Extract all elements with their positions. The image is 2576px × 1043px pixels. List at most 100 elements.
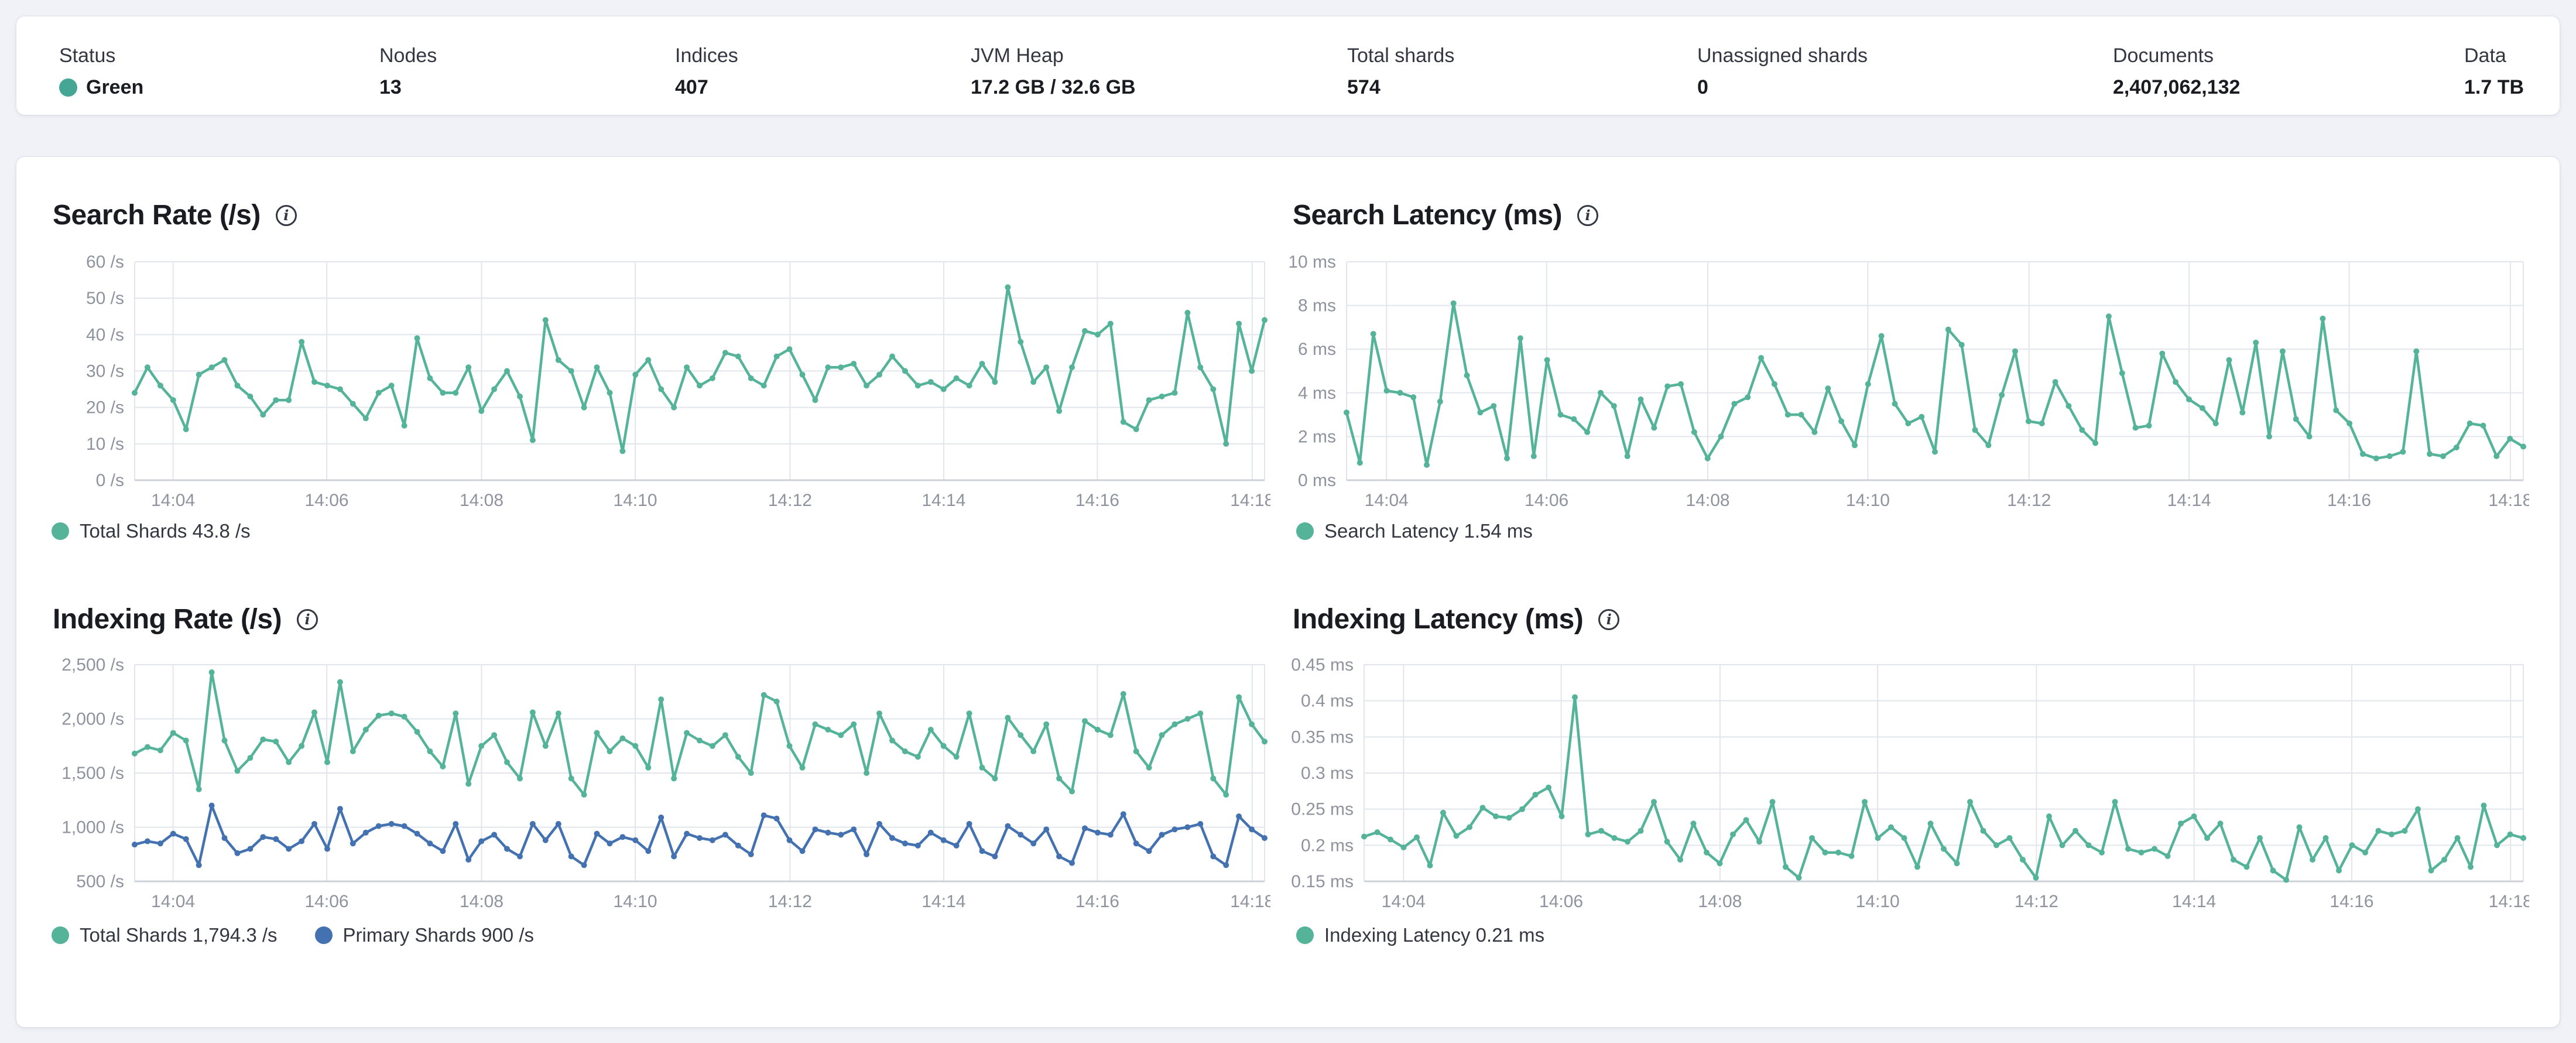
svg-text:14:12: 14:12 [768, 892, 812, 911]
stat-documents: Documents 2,407,062,132 [2113, 43, 2240, 100]
indexing-rate-title-row: Indexing Rate (/s) i [53, 603, 318, 635]
stat-jvm-heap-value: 17.2 GB / 32.6 GB [971, 76, 1136, 98]
svg-text:14:08: 14:08 [460, 892, 503, 911]
svg-text:0.25 ms: 0.25 ms [1291, 800, 1354, 819]
svg-text:10 /s: 10 /s [86, 435, 124, 454]
indexing-latency-chart: 0.15 ms 0.2 ms 0.25 ms 0.3 ms 0.35 ms 0.4 ms 0… [1291, 655, 2529, 911]
svg-text:14:08: 14:08 [460, 491, 503, 510]
stat-status: Status Green [59, 43, 143, 100]
svg-text:4 ms: 4 ms [1298, 384, 1336, 403]
svg-text:14:14: 14:14 [2167, 491, 2211, 510]
legend-dot-icon [1296, 522, 1314, 540]
svg-text:14:04: 14:04 [151, 491, 195, 510]
cluster-summary-panel: Status Green Nodes 13 Indices 407 JVM He… [16, 16, 2560, 115]
info-icon[interactable]: i [1598, 608, 1620, 630]
legend-label: Search Latency 1.54 ms [1324, 520, 1533, 542]
svg-text:40 /s: 40 /s [86, 325, 124, 344]
svg-text:0.35 ms: 0.35 ms [1291, 727, 1354, 747]
search-rate-chart: 0 /s 10 /s 20 /s 30 /s 40 /s 50 /s 60 /s 14:04 1… [86, 252, 1270, 510]
indexing-latency-legend: Indexing Latency 0.21 ms [1296, 924, 1544, 946]
search-rate-legend: Total Shards 43.8 /s [52, 520, 251, 542]
svg-text:0.2 ms: 0.2 ms [1301, 836, 1354, 855]
legend-label: Total Shards 43.8 /s [80, 520, 251, 542]
svg-text:14:06: 14:06 [1539, 892, 1583, 911]
legend-label: Primary Shards 900 /s [342, 924, 535, 946]
indexing-rate-chart: 500 /s 1,000 /s 1,500 /s 2,000 /s 2,500 /s 14… [61, 655, 1270, 911]
svg-text:14:12: 14:12 [2015, 892, 2058, 911]
svg-text:1,000 /s: 1,000 /s [61, 818, 124, 837]
search-rate-title: Search Rate (/s) [53, 200, 261, 231]
legend-item[interactable]: Indexing Latency 0.21 ms [1296, 924, 1544, 946]
svg-text:14:12: 14:12 [2007, 491, 2051, 510]
svg-text:2,500 /s: 2,500 /s [61, 655, 124, 675]
stat-nodes-value: 13 [379, 76, 402, 98]
svg-text:8 ms: 8 ms [1298, 296, 1336, 316]
svg-text:14:04: 14:04 [1365, 491, 1409, 510]
legend-dot-icon [1296, 926, 1314, 944]
svg-text:14:04: 14:04 [1382, 892, 1426, 911]
svg-text:14:06: 14:06 [1525, 491, 1568, 510]
svg-text:14:06: 14:06 [305, 491, 349, 510]
indexing-rate-title: Indexing Rate (/s) [53, 604, 282, 635]
stat-unassigned-shards-value: 0 [1697, 76, 1708, 98]
stat-total-shards: Total shards 574 [1347, 43, 1454, 100]
svg-text:14:18: 14:18 [1230, 892, 1270, 911]
legend-dot-icon [52, 926, 69, 944]
info-icon[interactable]: i [275, 204, 297, 226]
svg-text:14:18: 14:18 [2488, 491, 2529, 510]
svg-text:14:18: 14:18 [2489, 892, 2529, 911]
stat-total-shards-label: Total shards [1347, 45, 1455, 67]
svg-text:14:16: 14:16 [2327, 491, 2371, 510]
info-icon[interactable]: i [1577, 204, 1599, 226]
legend-item[interactable]: Primary Shards 900 /s [314, 924, 535, 946]
stat-unassigned-shards: Unassigned shards 0 [1697, 43, 1868, 100]
svg-text:2 ms: 2 ms [1298, 427, 1336, 446]
svg-text:500 /s: 500 /s [76, 872, 124, 891]
stat-nodes-label: Nodes [379, 45, 437, 67]
status-health-text: Green [86, 76, 144, 98]
svg-text:14:08: 14:08 [1698, 892, 1742, 911]
search-latency-chart: 0 ms 2 ms 4 ms 6 ms 8 ms 10 ms 14:04 14:06 14:08… [1288, 252, 2529, 510]
stat-status-value: Green [59, 75, 143, 100]
info-icon[interactable]: i [297, 608, 318, 630]
svg-text:6 ms: 6 ms [1298, 340, 1336, 359]
stat-indices-label: Indices [675, 45, 738, 67]
svg-text:50 /s: 50 /s [86, 289, 124, 308]
search-rate-title-row: Search Rate (/s) i [53, 199, 297, 231]
svg-text:0 /s: 0 /s [96, 471, 124, 490]
stat-jvm-heap-label: JVM Heap [971, 45, 1064, 67]
search-latency-legend: Search Latency 1.54 ms [1296, 520, 1533, 542]
svg-text:60 /s: 60 /s [86, 252, 124, 272]
svg-text:20 /s: 20 /s [86, 398, 124, 418]
svg-text:0.15 ms: 0.15 ms [1291, 872, 1354, 891]
legend-label: Indexing Latency 0.21 ms [1324, 924, 1545, 946]
svg-text:14:16: 14:16 [1075, 892, 1119, 911]
legend-item[interactable]: Search Latency 1.54 ms [1296, 520, 1533, 542]
legend-item[interactable]: Total Shards 43.8 /s [52, 520, 251, 542]
status-health-dot-icon [59, 78, 77, 97]
stat-data-size-label: Data [2464, 45, 2506, 67]
legend-dot-icon [52, 522, 69, 540]
svg-text:14:18: 14:18 [1230, 491, 1270, 510]
svg-text:1,500 /s: 1,500 /s [61, 764, 124, 783]
svg-text:2,000 /s: 2,000 /s [61, 710, 124, 729]
stat-documents-value: 2,407,062,132 [2113, 76, 2241, 98]
svg-text:14:16: 14:16 [2330, 892, 2373, 911]
stat-indices: Indices 407 [675, 43, 738, 100]
stat-status-label: Status [59, 45, 116, 67]
svg-text:14:06: 14:06 [305, 892, 349, 911]
indexing-latency-title-row: Indexing Latency (ms) i [1293, 603, 1620, 635]
svg-text:14:10: 14:10 [613, 491, 657, 510]
svg-text:0.3 ms: 0.3 ms [1301, 764, 1354, 783]
legend-item[interactable]: Total Shards 1,794.3 /s [52, 924, 278, 946]
metrics-charts-panel: Search Rate (/s) i 0 /s 10 /s 20 /s 30 /s 40… [16, 157, 2560, 1027]
svg-text:14:14: 14:14 [922, 491, 965, 510]
svg-text:14:10: 14:10 [613, 892, 657, 911]
svg-text:14:16: 14:16 [1075, 491, 1119, 510]
stat-data-size-value: 1.7 TB [2464, 76, 2524, 98]
svg-text:14:14: 14:14 [922, 892, 965, 911]
indexing-latency-title: Indexing Latency (ms) [1293, 604, 1584, 635]
stat-unassigned-shards-label: Unassigned shards [1697, 45, 1868, 67]
legend-label: Total Shards 1,794.3 /s [80, 924, 278, 946]
svg-text:14:10: 14:10 [1846, 491, 1890, 510]
